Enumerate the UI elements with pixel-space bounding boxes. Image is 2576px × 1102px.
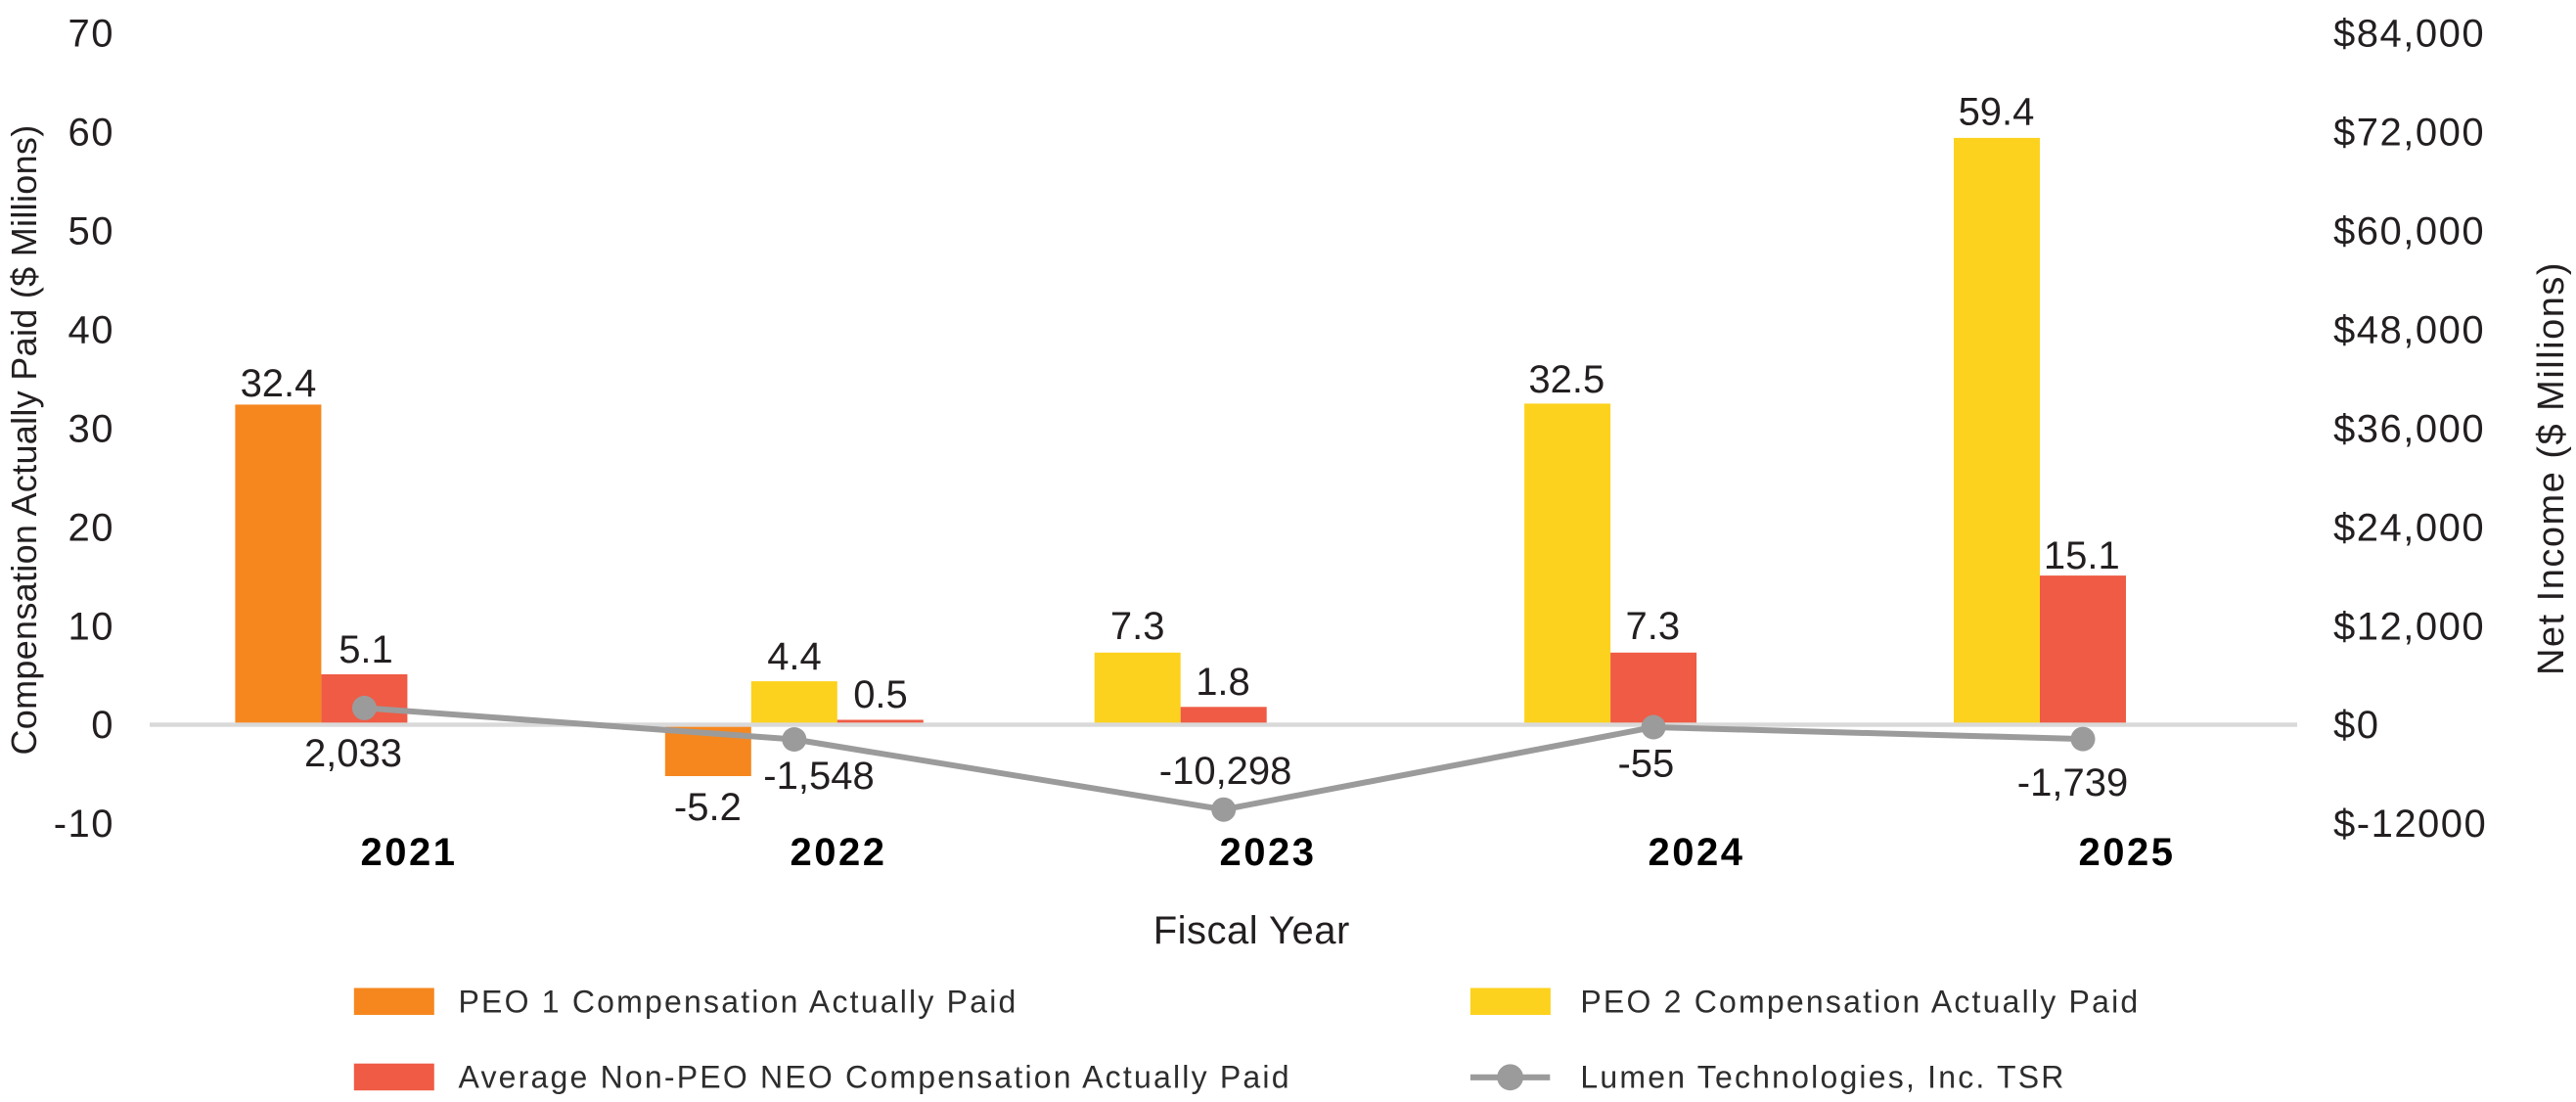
svg-text:-10,298: -10,298	[1159, 750, 1292, 793]
svg-text:15.1: 15.1	[2044, 534, 2120, 577]
svg-text:60: 60	[68, 112, 115, 155]
svg-text:2022: 2022	[791, 831, 887, 874]
svg-text:$84,000: $84,000	[2333, 13, 2485, 56]
svg-text:32.5: 32.5	[1528, 358, 1604, 401]
svg-text:7.3: 7.3	[1625, 605, 1680, 648]
svg-text:-1,739: -1,739	[2017, 761, 2128, 804]
svg-text:4.4: 4.4	[767, 635, 822, 678]
svg-text:5.1: 5.1	[339, 628, 393, 671]
svg-text:2025: 2025	[2079, 831, 2176, 874]
svg-text:$0: $0	[2333, 704, 2380, 747]
svg-text:$60,000: $60,000	[2333, 209, 2485, 253]
svg-text:$72,000: $72,000	[2333, 112, 2485, 155]
svg-text:59.4: 59.4	[1959, 91, 2035, 134]
svg-text:7.3: 7.3	[1110, 605, 1165, 648]
svg-text:30: 30	[68, 407, 115, 450]
svg-text:PEO 2 Compensation Actually Pa: PEO 2 Compensation Actually Paid	[1580, 985, 2140, 1020]
svg-text:-10: -10	[54, 803, 114, 846]
svg-text:20: 20	[68, 506, 115, 549]
svg-text:$24,000: $24,000	[2333, 506, 2485, 549]
svg-text:70: 70	[68, 13, 115, 56]
svg-text:Compensation Actually Paid ($: Compensation Actually Paid ($ Millions)	[4, 125, 44, 756]
svg-text:Average Non-PEO NEO Compensati: Average Non-PEO NEO Compensation Actuall…	[459, 1060, 1291, 1095]
svg-text:Lumen Technologies, Inc. TSR: Lumen Technologies, Inc. TSR	[1580, 1060, 2065, 1095]
svg-text:2024: 2024	[1649, 831, 1745, 874]
svg-text:PEO 1 Compensation Actually Pa: PEO 1 Compensation Actually Paid	[459, 985, 1018, 1020]
svg-text:$12,000: $12,000	[2333, 605, 2485, 648]
svg-text:-5.2: -5.2	[674, 786, 742, 829]
svg-text:$48,000: $48,000	[2333, 308, 2485, 351]
svg-text:-55: -55	[1617, 743, 1674, 786]
svg-text:2023: 2023	[1220, 831, 1317, 874]
svg-text:32.4: 32.4	[241, 362, 317, 405]
svg-text:40: 40	[68, 308, 115, 351]
svg-text:50: 50	[68, 209, 115, 253]
svg-text:10: 10	[68, 605, 115, 648]
svg-text:1.8: 1.8	[1196, 661, 1250, 704]
svg-text:0: 0	[91, 704, 114, 747]
svg-text:2,033: 2,033	[304, 732, 402, 775]
svg-text:$36,000: $36,000	[2333, 407, 2485, 450]
svg-text:Fiscal Year: Fiscal Year	[1153, 909, 1350, 952]
svg-text:$-12000: $-12000	[2333, 803, 2487, 846]
svg-text:0.5: 0.5	[853, 673, 908, 716]
svg-text:-1,548: -1,548	[763, 755, 874, 798]
svg-text:Net Income ($ Millions): Net Income ($ Millions)	[2531, 261, 2572, 675]
svg-text:2021: 2021	[361, 831, 458, 874]
